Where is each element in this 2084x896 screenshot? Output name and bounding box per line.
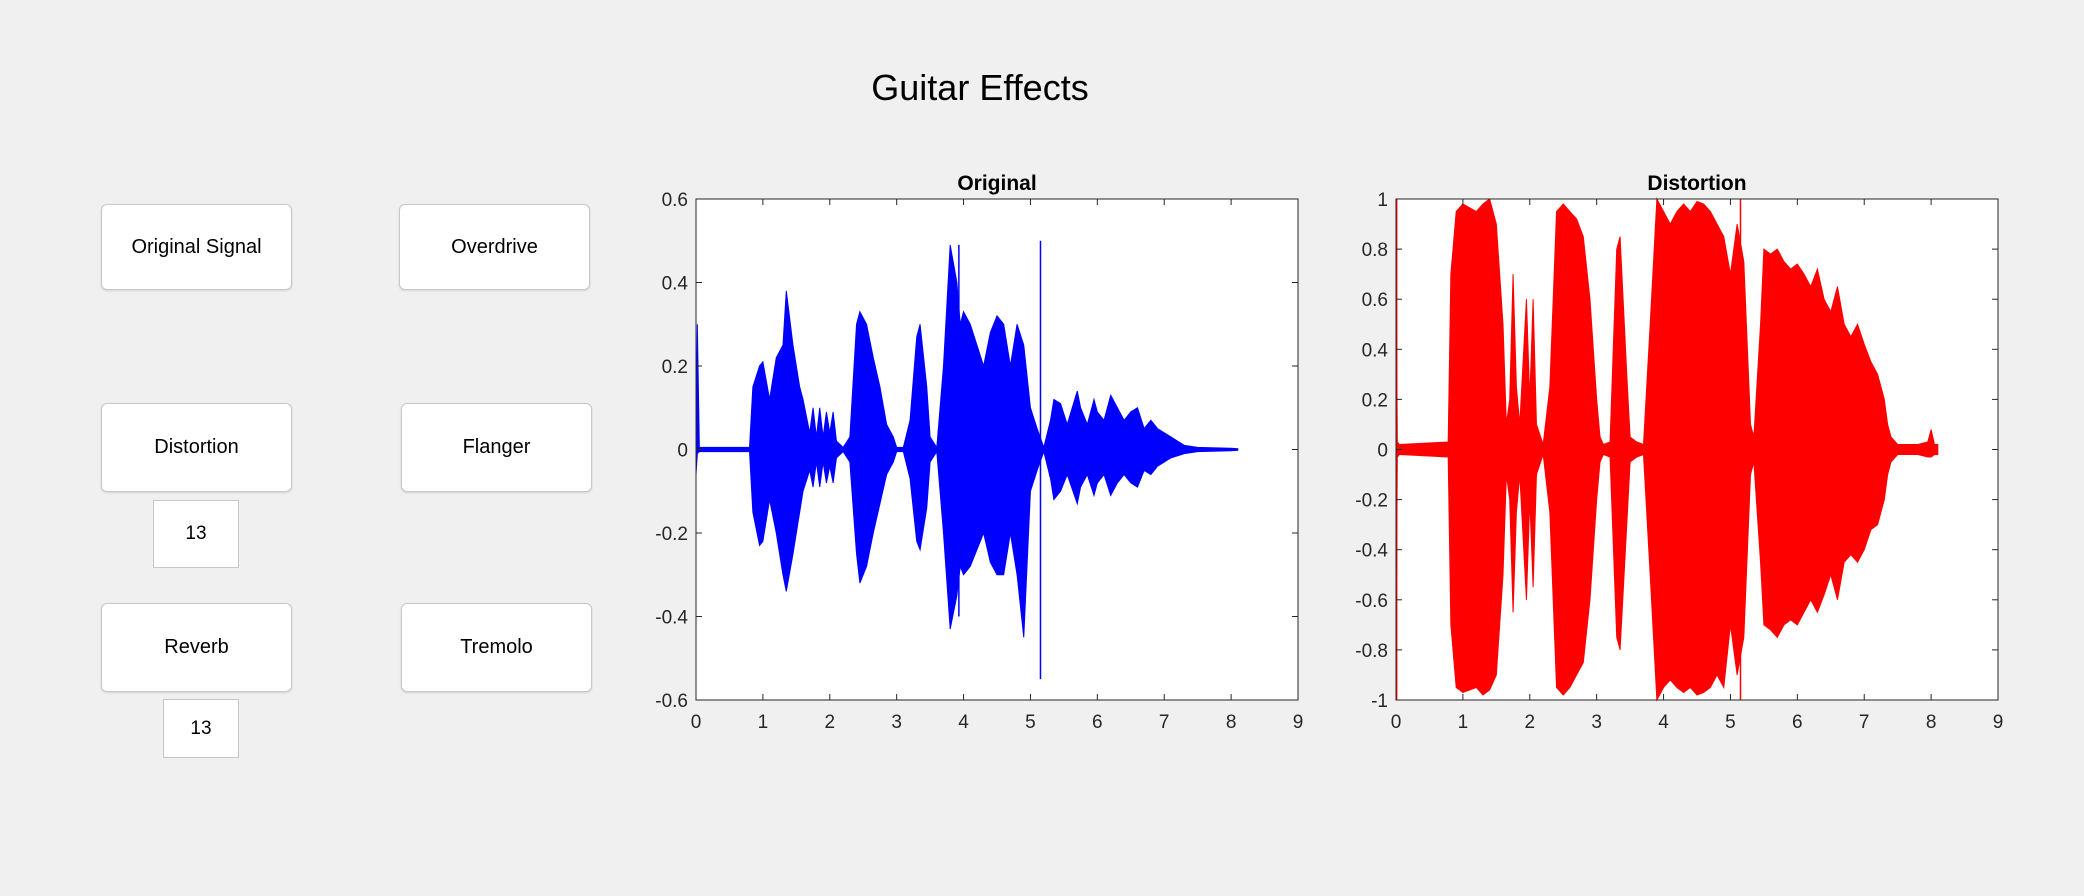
y-tick-label: 0.2 — [1362, 390, 1388, 411]
x-tick-label: 3 — [1591, 712, 1602, 733]
y-tick-label: 0.6 — [662, 190, 688, 211]
y-tick-label: -0.6 — [655, 691, 688, 712]
original-signal-button[interactable]: Original Signal — [101, 204, 292, 290]
distortion-value-field[interactable]: 13 — [153, 500, 239, 568]
x-tick-label: 0 — [1391, 712, 1402, 733]
waveform-original — [695, 244, 1239, 638]
x-tick-label: 9 — [1293, 712, 1304, 733]
x-tick-label: 3 — [891, 712, 902, 733]
tremolo-button[interactable]: Tremolo — [401, 603, 592, 692]
x-tick-label: 4 — [1658, 712, 1669, 733]
x-tick-label: 1 — [1458, 712, 1469, 733]
y-tick-label: 1 — [1377, 190, 1388, 211]
axes-original: 0 1 2 3 4 5 6 7 8 9 -0.6 -0.4 -0.2 0 0.2 0.4 0.6 Original — [655, 172, 1303, 733]
y-tick-label: 0 — [677, 441, 688, 462]
distortion-button[interactable]: Distortion — [101, 403, 292, 492]
y-tick-label: -1 — [1371, 691, 1388, 712]
y-tick-label: -0.2 — [655, 524, 688, 545]
x-tick-label: 9 — [1993, 712, 2004, 733]
axes-title-original: Original — [957, 172, 1036, 195]
x-tick-label: 1 — [758, 712, 769, 733]
y-tick-label: 0.8 — [1362, 240, 1388, 261]
axes-distortion: 0 1 2 3 4 5 6 7 8 9 -1 -0.8 -0.6 -0.4 -0.2 0 0.2 0.4 0.6 0.… — [1355, 172, 2003, 733]
y-tick-label: -0.4 — [655, 608, 688, 629]
y-tick-label: 0.2 — [662, 357, 688, 378]
axes-title-distortion: Distortion — [1647, 172, 1746, 195]
y-tick-label: -0.2 — [1355, 491, 1388, 512]
x-tick-label: 2 — [1524, 712, 1535, 733]
y-tick-label: -0.6 — [1355, 591, 1388, 612]
x-tick-label: 4 — [958, 712, 969, 733]
x-tick-label: 8 — [1926, 712, 1937, 733]
y-tick-label: 0.6 — [1362, 290, 1388, 311]
y-tick-label: 0.4 — [662, 274, 689, 295]
x-tick-label: 8 — [1226, 712, 1237, 733]
overdrive-button[interactable]: Overdrive — [399, 204, 590, 290]
y-tick-label: 0 — [1377, 441, 1388, 462]
reverb-button[interactable]: Reverb — [101, 603, 292, 692]
y-tick-label: -0.8 — [1355, 641, 1388, 662]
flanger-button[interactable]: Flanger — [401, 403, 592, 492]
x-tick-label: 6 — [1092, 712, 1103, 733]
y-tick-label: 0.4 — [1362, 340, 1389, 361]
window-title: Guitar Effects — [871, 67, 1089, 108]
y-tick-label: -0.4 — [1355, 541, 1388, 562]
x-tick-label: 5 — [1725, 712, 1736, 733]
x-tick-label: 5 — [1025, 712, 1036, 733]
x-tick-label: 2 — [824, 712, 835, 733]
x-tick-label: 7 — [1159, 712, 1170, 733]
x-tick-label: 7 — [1859, 712, 1870, 733]
reverb-value-field[interactable]: 13 — [163, 699, 239, 758]
x-tick-label: 0 — [691, 712, 702, 733]
x-tick-label: 6 — [1792, 712, 1803, 733]
